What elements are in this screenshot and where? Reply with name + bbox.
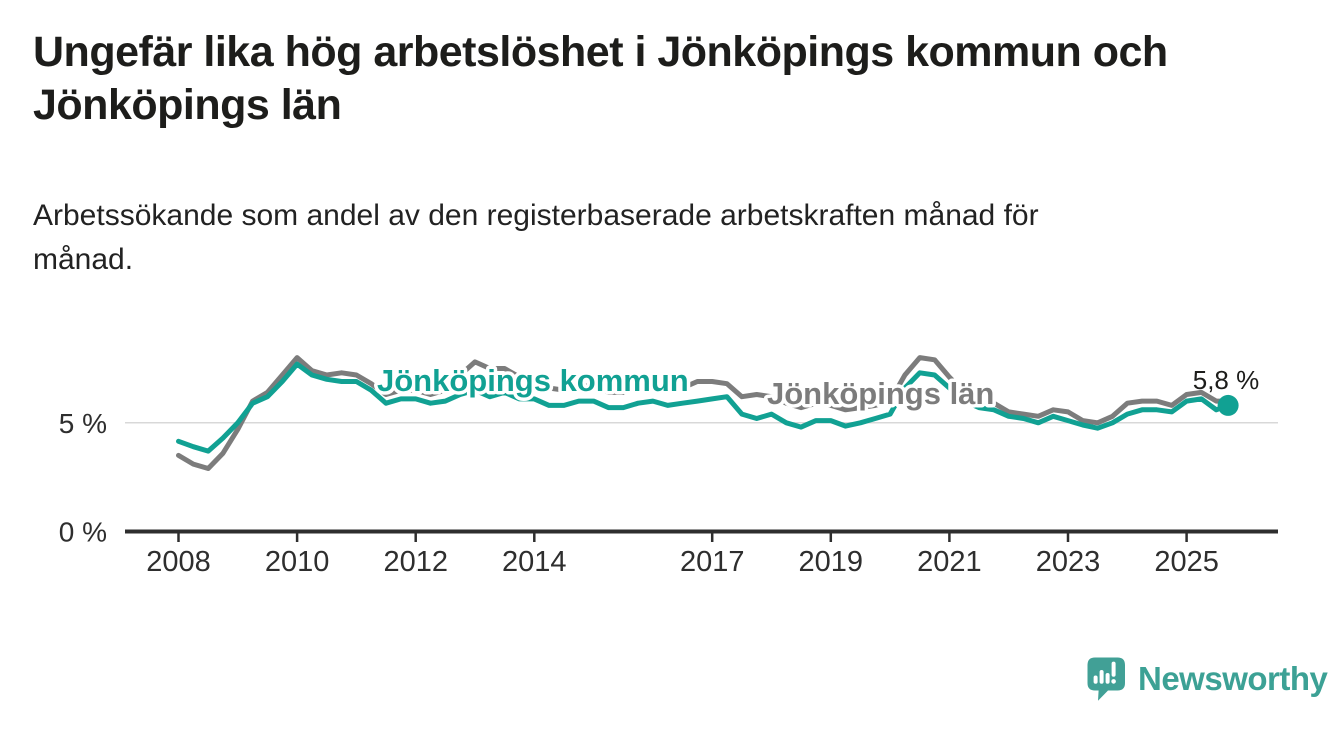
y-tick-label-0pct: 0 %: [59, 517, 107, 548]
newsworthy-logo: Newsworthy: [1086, 656, 1328, 702]
chart-title: Ungefär lika hög arbetslöshet i Jönköpin…: [33, 26, 1313, 132]
logo-exclamation-bar: [1111, 661, 1116, 677]
chart-subtitle: Arbetssökande som andel av den registerb…: [33, 194, 1233, 282]
logo-bar-1: [1093, 675, 1098, 684]
series-line-kommun: [176, 361, 1231, 454]
subtitle-line-2: månad.: [33, 243, 134, 276]
x-tick-label-2025: 2025: [1154, 546, 1219, 578]
title-line-1: Ungefär lika hög arbetslöshet i Jönköpin…: [33, 28, 1168, 76]
x-tick-label-2023: 2023: [1036, 546, 1101, 578]
y-tick-label-5pct: 5 %: [59, 408, 107, 439]
subtitle-line-1: Arbetssökande som andel av den registerb…: [33, 199, 1039, 232]
series-line-lan: [176, 355, 1231, 471]
series-label-lan: Jönköpings län: [767, 376, 994, 411]
series-label-kommun: Jönköpings kommun: [377, 363, 689, 398]
x-tick-label-2010: 2010: [265, 546, 330, 578]
x-tick-label-2017: 2017: [680, 546, 745, 578]
title-line-2: Jönköpings län: [33, 81, 342, 129]
chart-header: Ungefär lika hög arbetslöshet i Jönköpin…: [33, 26, 1313, 132]
newsworthy-logo-icon: [1087, 657, 1125, 701]
logo-bar-2: [1099, 670, 1104, 684]
latest-value-dot: [1217, 394, 1239, 416]
brand-name: Newsworthy: [1138, 660, 1328, 697]
x-tick-label-2014: 2014: [502, 546, 567, 578]
logo-exclamation-dot: [1111, 679, 1116, 684]
x-tick-label-2019: 2019: [799, 546, 864, 578]
chart-plot-area: 2008 2010 2012 2014 2017 2019 2021 2023 2025 0 % 5…: [59, 355, 1278, 578]
latest-value-annotation: 5,8 %: [1193, 365, 1260, 395]
logo-bar-3: [1105, 673, 1110, 684]
x-tick-label-2012: 2012: [383, 546, 448, 578]
x-tick-label-2021: 2021: [917, 546, 982, 578]
x-tick-label-2008: 2008: [146, 546, 211, 578]
